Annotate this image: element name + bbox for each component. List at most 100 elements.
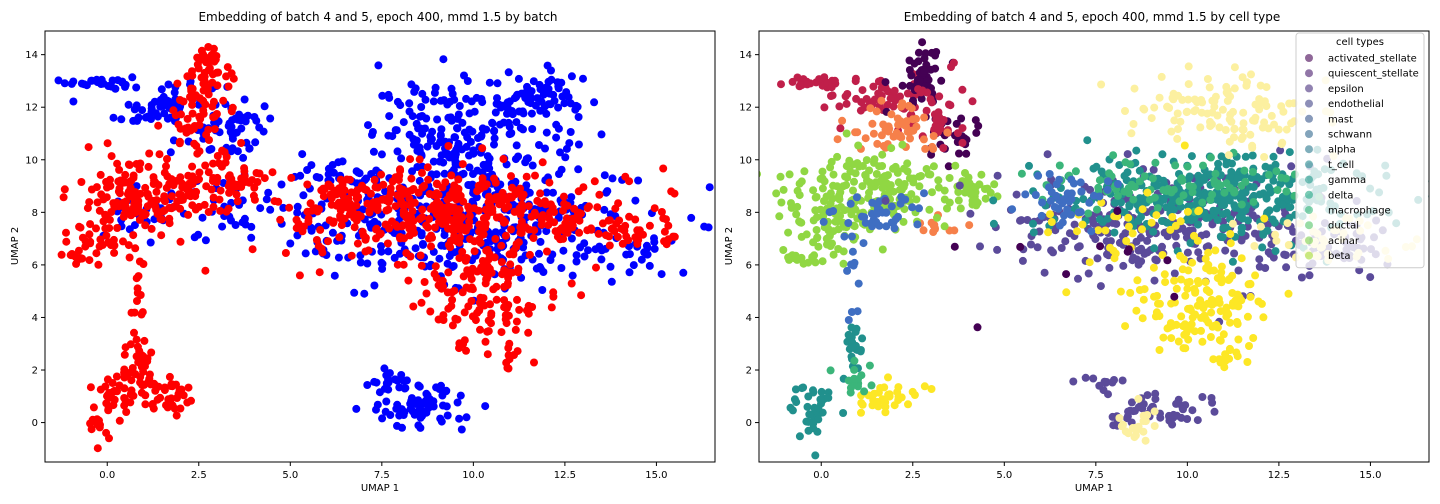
scatter-point [826,189,835,198]
scatter-point [920,382,929,391]
scatter-point [129,391,138,400]
scatter-point [1123,150,1132,159]
plot-area [759,38,1429,460]
scatter-point [527,212,536,221]
y-tick-label: 10 [25,155,38,166]
scatter-point [468,264,477,273]
scatter-point [409,302,418,311]
scatter-point [1230,84,1239,93]
y-tick-label: 4 [746,313,752,324]
scatter-point [191,192,200,201]
scatter-point [1057,244,1066,252]
scatter-point [1112,219,1121,228]
scatter-point [184,210,193,219]
scatter-point [95,423,104,432]
scatter-point [377,150,386,159]
scatter-point [455,205,463,214]
scatter-point [939,144,948,152]
scatter-point [510,207,519,216]
scatter-point [484,316,493,325]
scatter-point [1284,241,1293,249]
scatter-point [406,252,415,261]
scatter-point [1101,226,1110,235]
scatter-point [1117,198,1125,207]
scatter-point [1180,141,1189,150]
scatter-point [205,136,213,144]
scatter-point [1119,261,1128,270]
scatter-point [1249,334,1258,342]
scatter-point [335,233,344,242]
scatter-point [962,179,971,188]
scatter-point [470,247,479,256]
scatter-point [382,379,391,388]
scatter-point [92,224,100,233]
scatter-point [167,192,176,201]
scatter-point [894,131,902,140]
scatter-point [1222,208,1231,217]
scatter-point [482,274,491,283]
scatter-point [1216,336,1225,345]
scatter-point [822,234,831,243]
scatter-point [919,226,928,235]
scatter-point [526,99,535,108]
scatter-point [833,152,842,161]
scatter-point [873,209,882,218]
scatter-point [1272,167,1281,176]
scatter-point [97,190,106,199]
scatter-point [505,250,514,259]
scatter-point [1267,111,1276,120]
scatter-point [1283,219,1292,228]
scatter-point [572,257,581,266]
scatter-point [136,189,145,198]
scatter-point [1184,95,1193,104]
scatter-point [334,185,343,194]
scatter-point [443,100,452,109]
legend-marker [1305,130,1313,138]
scatter-point [146,380,155,389]
scatter-point [374,61,383,70]
scatter-point [148,401,157,410]
scatter-point [1172,320,1181,329]
scatter-point [993,171,1002,180]
scatter-point [1127,398,1136,407]
scatter-point [563,225,571,234]
scatter-point [551,227,560,236]
scatter-point [1158,150,1167,159]
scatter-point [415,382,424,391]
scatter-point [1207,308,1216,317]
scatter-point [839,409,848,417]
scatter-point [303,180,312,189]
scatter-point [1183,162,1192,171]
scatter-point [459,169,468,178]
scatter-point [125,225,134,234]
scatter-point [1249,183,1258,191]
scatter-point [85,256,94,265]
scatter-point [561,153,570,162]
scatter-point [950,226,959,235]
scatter-point [459,272,468,281]
scatter-point [800,167,809,176]
scatter-point [176,237,185,246]
scatter-point [1219,224,1228,232]
scatter-point [1226,239,1235,248]
scatter-point [1040,268,1049,277]
scatter-point [928,188,936,197]
scatter-point [430,223,439,232]
scatter-point [62,237,71,246]
scatter-point [1085,198,1094,207]
scatter-point [600,171,609,180]
scatter-point [861,218,870,227]
scatter-point [116,189,124,198]
x-tick-label: 10.0 [1176,470,1198,481]
scatter-point [1138,205,1147,214]
scatter-point [336,175,345,184]
scatter-point [1208,220,1217,229]
scatter-point [904,400,912,409]
scatter-point [87,425,96,434]
scatter-point [164,80,173,89]
scatter-point [1287,119,1296,128]
scatter-point [1066,210,1075,219]
scatter-point [463,77,472,85]
scatter-point [405,99,414,108]
scatter-point [109,113,118,122]
